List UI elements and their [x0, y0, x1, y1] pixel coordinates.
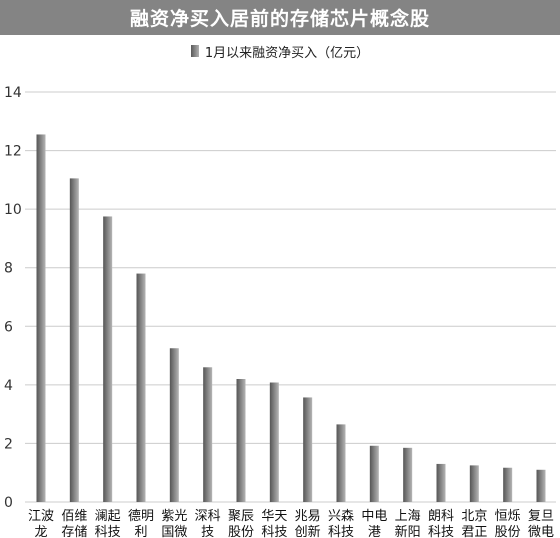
- x-category-label: 恒烁: [495, 509, 521, 524]
- x-category-label: 上海: [395, 509, 421, 524]
- x-category-label: 华天: [261, 509, 287, 524]
- x-category-label: 紫光: [161, 509, 187, 524]
- x-category-label: 龙: [34, 525, 47, 538]
- x-category-label: 江波: [28, 509, 54, 524]
- x-category-label: 股份: [228, 525, 254, 538]
- bar: [36, 134, 46, 502]
- x-category-label: 港: [368, 525, 381, 538]
- x-category-label: 创新: [295, 524, 321, 538]
- bar: [336, 424, 346, 502]
- bar: [503, 467, 513, 502]
- x-category-label: 科技: [428, 525, 454, 538]
- bar: [136, 273, 146, 502]
- bar: [203, 367, 213, 502]
- x-category-label: 中电: [361, 509, 387, 524]
- x-category-label: 兆易: [295, 509, 321, 524]
- bar: [436, 463, 446, 502]
- bar: [369, 445, 379, 502]
- y-tick-label: 14: [4, 85, 22, 101]
- y-tick-label: 6: [4, 319, 13, 335]
- y-tick-label: 4: [4, 378, 13, 394]
- bar: [269, 382, 279, 502]
- x-category-label: 技: [201, 525, 214, 538]
- x-category-label: 兴森: [328, 509, 354, 524]
- x-category-label: 新阳: [395, 524, 421, 538]
- y-tick-label: 8: [4, 261, 13, 277]
- x-category-label: 利: [134, 525, 147, 538]
- bar: [103, 216, 113, 502]
- bars: [36, 134, 546, 502]
- x-category-label: 北京: [461, 509, 487, 524]
- y-tick-label: 12: [4, 144, 22, 160]
- x-category-label: 存储: [61, 525, 87, 538]
- chart-title-bar: 融资净买入居前的存储芯片概念股: [0, 0, 560, 35]
- x-category-label: 复旦: [528, 509, 554, 524]
- chart-title: 融资净买入居前的存储芯片概念股: [129, 8, 430, 30]
- y-axis-ticks: 0 2 4 6 8 10 12 14: [4, 85, 22, 511]
- x-category-label: 佰维: [61, 509, 87, 524]
- bar: [69, 178, 79, 502]
- x-category-label: 德明: [128, 509, 154, 524]
- x-axis-labels: 江波龙佰维存储澜起科技德明利紫光国微深科技聚辰股份华天科技兆易创新兴森科技中电港…: [28, 509, 554, 538]
- chart-legend: 1月以来融资净买入（亿元）: [0, 40, 560, 62]
- bar: [403, 447, 413, 502]
- x-category-label: 朗科: [428, 509, 454, 524]
- bar: [169, 348, 179, 502]
- bar: [236, 379, 246, 502]
- grid-lines: [25, 91, 556, 503]
- legend-label: 1月以来融资净买入（亿元）: [204, 45, 370, 61]
- y-tick-label: 2: [4, 436, 13, 452]
- x-category-label: 微电: [528, 525, 554, 538]
- bar: [536, 469, 546, 502]
- x-category-label: 澜起: [95, 509, 121, 524]
- bar: [469, 465, 479, 502]
- y-tick-label: 0: [4, 495, 13, 511]
- x-category-label: 深科: [195, 509, 221, 524]
- x-category-label: 聚辰: [228, 509, 254, 524]
- bar: [303, 397, 313, 502]
- x-category-label: 君正: [461, 525, 487, 538]
- x-category-label: 科技: [261, 525, 287, 538]
- x-category-label: 科技: [328, 525, 354, 538]
- x-category-label: 股份: [495, 525, 521, 538]
- legend-swatch: [190, 45, 199, 57]
- x-category-label: 国微: [161, 525, 187, 538]
- x-category-label: 科技: [95, 525, 121, 538]
- y-tick-label: 10: [4, 202, 22, 218]
